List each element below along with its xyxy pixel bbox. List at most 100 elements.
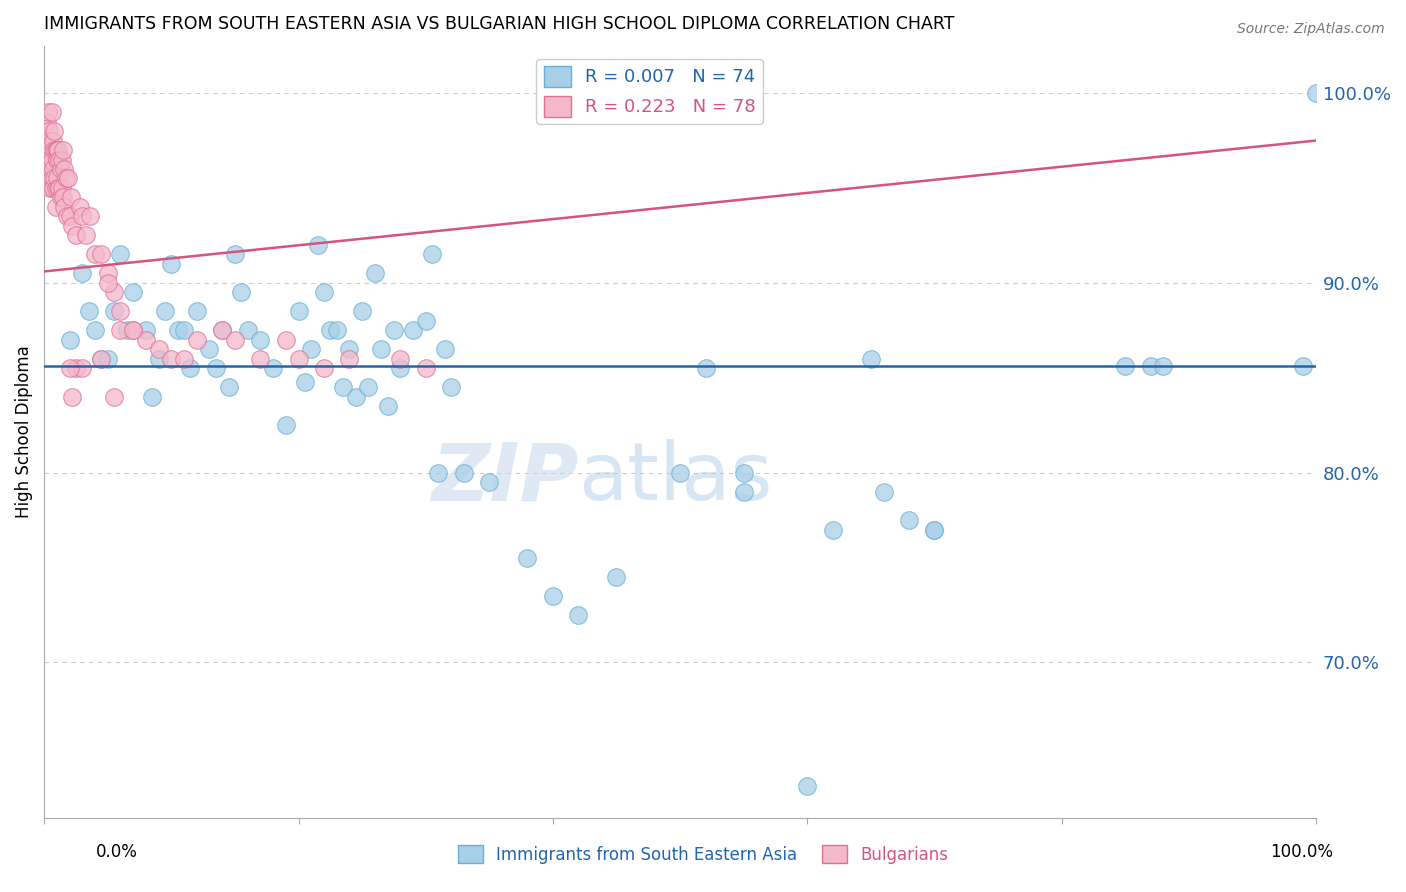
Point [52,190,75,204]
Point [312,361,335,376]
Legend: Immigrants from South Eastern Asia, Bulgarians: Immigrants from South Eastern Asia, Bulg… [451,838,955,871]
Point [541,589,564,603]
Text: Source: ZipAtlas.com: Source: ZipAtlas.com [1237,22,1385,37]
Point [389,351,412,366]
Point [51,153,73,167]
Point [46,143,69,157]
Point [179,361,201,376]
Point [42,161,65,176]
Point [733,466,755,480]
Point [49,161,72,176]
Point [733,484,755,499]
Point [669,466,692,480]
Point [56,210,79,224]
Point [516,551,538,566]
Point [821,523,844,537]
Point [110,323,132,337]
Point [45,171,67,186]
Point [141,390,163,404]
Point [377,399,399,413]
Point [364,266,387,280]
Point [79,210,101,224]
Point [135,323,157,337]
Point [122,323,145,337]
Point [420,247,443,261]
Point [58,361,80,376]
Text: 100.0%: 100.0% [1270,843,1333,861]
Point [49,190,72,204]
Point [53,161,76,176]
Point [42,181,65,195]
Point [186,304,208,318]
Point [262,361,284,376]
Point [44,124,66,138]
Point [37,143,59,157]
Point [153,304,176,318]
Point [48,153,70,167]
Point [389,361,412,376]
Point [332,380,354,394]
Point [35,114,58,128]
Point [433,343,456,357]
Point [37,105,59,120]
Point [1139,359,1161,374]
Point [69,200,91,214]
Point [84,247,107,261]
Point [39,161,62,176]
Y-axis label: High School Diploma: High School Diploma [15,345,32,518]
Point [97,266,120,280]
Point [166,323,188,337]
Point [337,343,360,357]
Point [122,323,145,337]
Point [90,351,112,366]
Point [38,171,60,186]
Point [307,238,329,252]
Point [45,143,67,157]
Point [45,143,67,157]
Point [236,323,259,337]
Point [34,134,56,148]
Point [45,181,67,195]
Point [110,304,132,318]
Point [274,333,297,347]
Point [186,333,208,347]
Point [90,351,112,366]
Point [59,190,82,204]
Point [110,247,132,261]
Point [84,323,107,337]
Point [97,351,120,366]
Point [224,333,246,347]
Point [38,124,60,138]
Point [122,285,145,300]
Point [44,143,66,157]
Point [77,304,100,318]
Point [427,466,450,480]
Point [60,390,83,404]
Point [45,200,67,214]
Point [90,247,112,261]
Point [478,475,501,489]
Text: ZIP: ZIP [432,439,578,517]
Point [60,219,83,233]
Point [382,323,405,337]
Point [249,333,271,347]
Point [72,266,94,280]
Point [337,351,360,366]
Point [402,323,425,337]
Point [148,351,170,366]
Point [41,153,63,167]
Point [39,134,62,148]
Point [41,171,63,186]
Point [65,361,87,376]
Point [211,323,233,337]
Point [205,361,228,376]
Point [344,390,367,404]
Point [370,343,392,357]
Point [58,333,80,347]
Point [287,351,309,366]
Point [160,351,183,366]
Point [44,171,66,186]
Point [135,333,157,347]
Point [312,285,335,300]
Point [924,523,946,537]
